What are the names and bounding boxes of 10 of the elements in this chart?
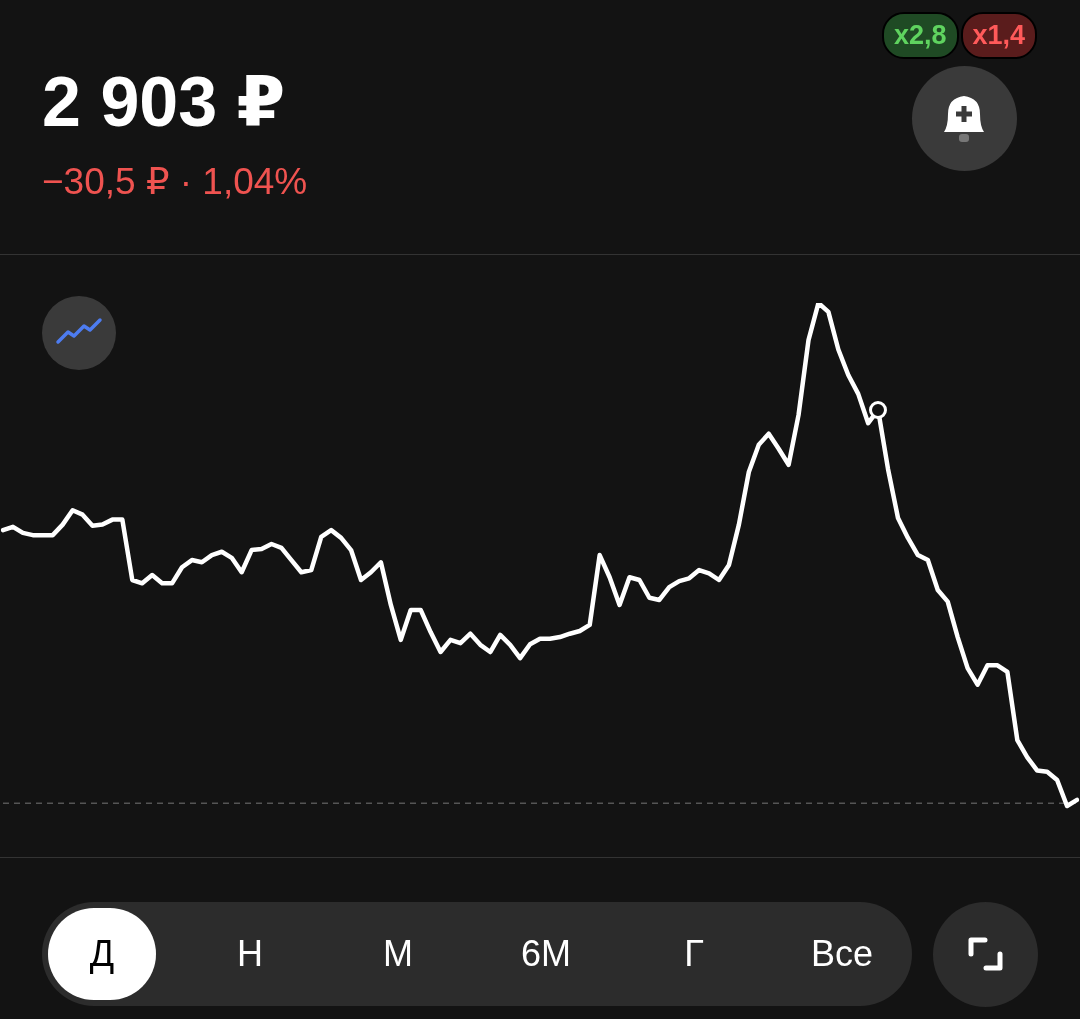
text: М (382, 932, 414, 976)
chart-title: 2 903 ₽ (42, 62, 286, 142)
text: x2,8 (882, 12, 959, 59)
text: 6М (520, 932, 572, 976)
text: Д (48, 908, 156, 1000)
text: x1,4 (960, 12, 1038, 59)
text: Н (236, 932, 264, 976)
text: Все (809, 932, 874, 976)
chart-subtitle: −30,5 ₽ · 1,04% (42, 160, 308, 204)
text: Г (683, 932, 705, 976)
